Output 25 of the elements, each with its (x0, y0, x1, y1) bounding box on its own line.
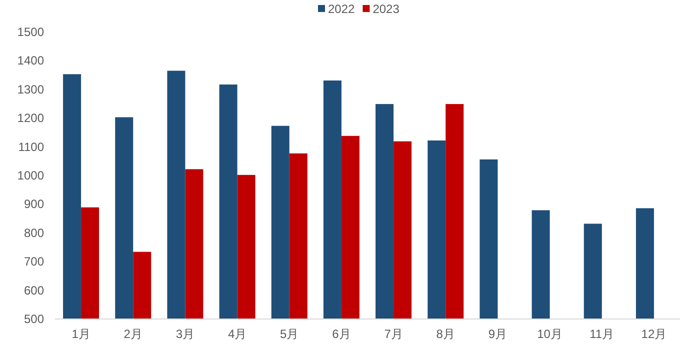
x-tick-label: 2月 (124, 327, 142, 341)
y-tick-label: 1400 (17, 54, 44, 68)
x-tick-label: 7月 (384, 327, 403, 341)
x-tick-label: 6月 (332, 327, 351, 341)
y-tick-label: 1200 (17, 111, 44, 126)
x-tick-label: 1月 (72, 327, 90, 341)
x-tick-label: 9月 (488, 327, 508, 341)
x-tick-label: 11月 (590, 327, 614, 341)
x-tick-label: 4月 (228, 327, 247, 341)
y-tick-label: 600 (24, 283, 44, 298)
y-tick-label: 900 (24, 197, 44, 212)
legend-label: 2022 (328, 2, 356, 16)
y-tick-label: 1100 (18, 140, 44, 154)
x-tick-label: 12月 (641, 327, 667, 341)
x-tick-label: 3月 (176, 327, 195, 341)
x-tick-label: 8月 (436, 327, 455, 341)
y-tick-label: 1000 (17, 168, 44, 182)
x-tick-label: 10月 (537, 327, 562, 341)
y-tick-label: 1300 (17, 82, 44, 96)
legend-label: 2023 (372, 2, 400, 16)
y-tick-label: 500 (24, 312, 44, 326)
y-tick-label: 1500 (17, 25, 44, 39)
y-tick-label: 800 (24, 226, 44, 240)
x-tick-label: 5月 (280, 327, 299, 341)
y-tick-label: 700 (24, 254, 44, 269)
